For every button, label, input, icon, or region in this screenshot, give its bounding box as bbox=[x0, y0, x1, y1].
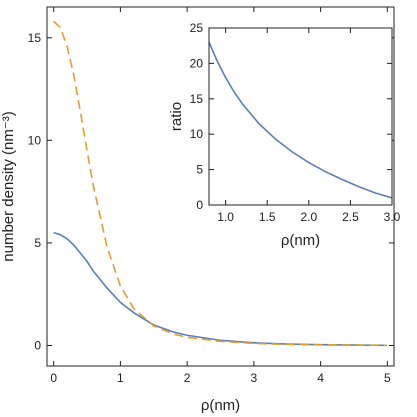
main-series-line-2 bbox=[53, 20, 388, 347]
inset-x-tick-label: 1.0 bbox=[217, 210, 234, 224]
main-y-tick-label: 5 bbox=[34, 236, 41, 250]
main-x-tick-label: 0 bbox=[50, 371, 57, 385]
main-plot-series bbox=[53, 20, 388, 347]
inset-x-tick-label: 3.0 bbox=[384, 210, 401, 224]
inset-plot-series bbox=[208, 41, 393, 199]
inset-y-tick-label: 15 bbox=[190, 92, 204, 106]
inset-x-tick-label: 2.5 bbox=[342, 210, 359, 224]
main-x-tick-label: 3 bbox=[251, 371, 258, 385]
inset-plot-x-axis-label: ρ(nm) bbox=[281, 232, 320, 249]
inset-plot-background bbox=[209, 28, 392, 205]
inset-y-tick-label: 10 bbox=[190, 127, 204, 141]
inset-plot-y-axis-label: ratio bbox=[168, 102, 185, 131]
main-plot-y-ticks: 0 5 10 15 bbox=[28, 31, 394, 352]
inset-x-tick-label: 1.5 bbox=[259, 210, 276, 224]
main-y-tick-label: 0 bbox=[34, 338, 41, 352]
main-x-tick-label: 1 bbox=[117, 371, 124, 385]
main-plot-y-axis-label: number density (nm⁻³) bbox=[0, 111, 17, 261]
main-plot-x-ticks: 0 1 2 3 4 5 bbox=[50, 7, 391, 385]
inset-series-line-1 bbox=[208, 41, 393, 199]
main-plot-frame bbox=[46, 6, 395, 367]
main-x-tick-label: 4 bbox=[317, 371, 324, 385]
main-y-tick-label: 15 bbox=[28, 31, 42, 45]
inset-plot-frame bbox=[208, 27, 393, 206]
inset-plot-y-ticks: 0 5 10 15 20 25 bbox=[190, 21, 392, 212]
main-x-tick-label: 2 bbox=[184, 371, 191, 385]
inset-y-tick-label: 5 bbox=[196, 163, 203, 177]
inset-y-tick-label: 20 bbox=[190, 56, 204, 70]
main-plot-x-axis-label: ρ(nm) bbox=[201, 397, 240, 414]
inset-y-tick-label: 0 bbox=[196, 198, 203, 212]
main-series-line-1 bbox=[53, 231, 388, 347]
main-y-tick-label: 10 bbox=[28, 133, 42, 147]
inset-plot: 1.0 1.5 2.0 2.5 3.0 0 5 10 15 20 25 ρ(nm) ratio bbox=[168, 21, 401, 249]
inset-x-tick-label: 2.0 bbox=[300, 210, 317, 224]
inset-plot-x-ticks: 1.0 1.5 2.0 2.5 3.0 bbox=[217, 28, 401, 224]
main-plot: 0 1 2 3 4 5 0 5 10 15 ρ(nm) number density (nm⁻³… bbox=[0, 6, 395, 414]
main-x-tick-label: 5 bbox=[384, 371, 391, 385]
inset-y-tick-label: 25 bbox=[190, 21, 204, 35]
